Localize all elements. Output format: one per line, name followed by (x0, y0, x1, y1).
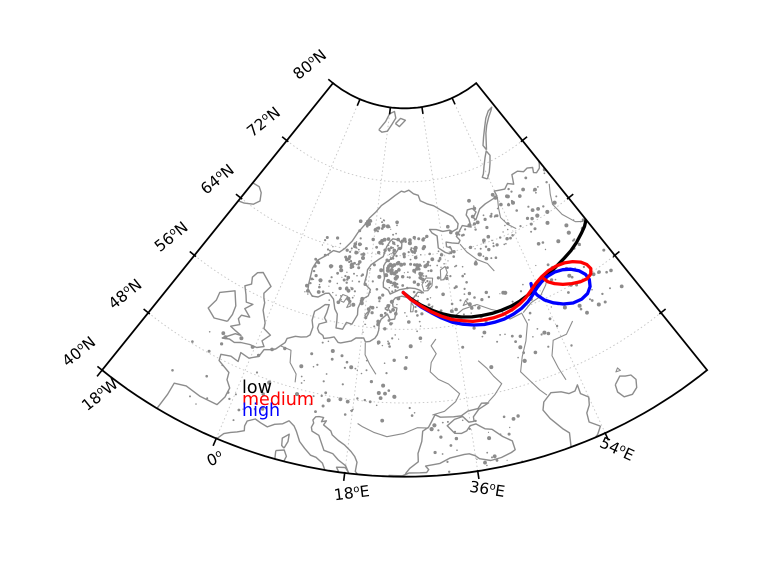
lat-tick (189, 250, 197, 258)
lon-label-36E: 36oE (468, 478, 506, 501)
lat-label-64N: 64oN (197, 161, 237, 199)
legend-item-medium: medium (242, 389, 314, 410)
river (459, 243, 495, 272)
lat-tick (143, 308, 151, 315)
meridian-18 (344, 107, 391, 474)
lon-label-18W: 18oW (78, 375, 121, 415)
lat-tick (327, 78, 336, 85)
coastline (221, 271, 272, 349)
lon-tick-bottom (212, 437, 218, 447)
lat-tick (566, 193, 574, 200)
river (438, 303, 548, 396)
lon-label-0deg: 0o (204, 447, 226, 470)
legend: low medium high (242, 378, 314, 421)
lat-label-48N: 48oN (105, 275, 145, 313)
lon-tick-bottom (604, 431, 610, 441)
lat-tick (658, 308, 667, 315)
map-boundary (100, 81, 709, 478)
coastline (215, 402, 516, 477)
river (364, 342, 377, 375)
coastlines (155, 106, 638, 477)
coastline (482, 106, 493, 151)
lon-tick-top (388, 107, 392, 115)
coastline (378, 110, 397, 133)
lon-label-54E: 54oE (597, 434, 637, 465)
lon-tick-top (421, 106, 424, 115)
lon-tick-bottom (476, 470, 480, 480)
graticule (102, 83, 708, 477)
coastline (394, 117, 407, 128)
lat-tick (612, 250, 620, 258)
lon-tick-bottom (342, 471, 346, 482)
lat-tick (235, 193, 243, 200)
lat-tick (520, 136, 528, 143)
lat-tick (96, 365, 105, 373)
lon-tick-top (451, 97, 456, 105)
river (357, 423, 429, 438)
coastline (155, 157, 541, 411)
parallel-72 (286, 140, 523, 183)
coastline (281, 433, 290, 449)
lake (346, 300, 351, 309)
lake (350, 408, 354, 413)
lake (615, 367, 621, 373)
parallel-48 (148, 312, 662, 404)
river (548, 183, 584, 223)
lat-label-72N: 72oN (243, 103, 283, 141)
coastline (481, 150, 491, 180)
lat-tick (281, 136, 289, 143)
coastline (614, 374, 638, 398)
lat-label-80N: 80oN (290, 46, 330, 84)
lat-label-56N: 56oN (151, 218, 191, 256)
trajectory-medium (401, 259, 593, 324)
lake (421, 277, 434, 292)
trajectory-low (401, 217, 588, 319)
parallel-64 (240, 197, 569, 257)
river (477, 360, 503, 403)
trajectories (401, 217, 593, 327)
river (429, 338, 461, 416)
coastline (207, 290, 237, 322)
lake (409, 302, 415, 313)
river (496, 196, 517, 230)
parallel-56 (194, 254, 616, 330)
coastline (238, 182, 262, 205)
ticks (96, 78, 667, 482)
legend-item-high: high (242, 401, 281, 421)
river (280, 345, 297, 383)
lon-label-18E: 18oE (333, 482, 371, 504)
legend-item-low: low (242, 378, 272, 398)
lon-tick-top (356, 98, 361, 106)
lat-label-40N: 40oN (59, 333, 99, 371)
lake (462, 299, 469, 307)
coastline (542, 384, 602, 449)
map-interior (102, 83, 708, 477)
river (551, 320, 574, 381)
